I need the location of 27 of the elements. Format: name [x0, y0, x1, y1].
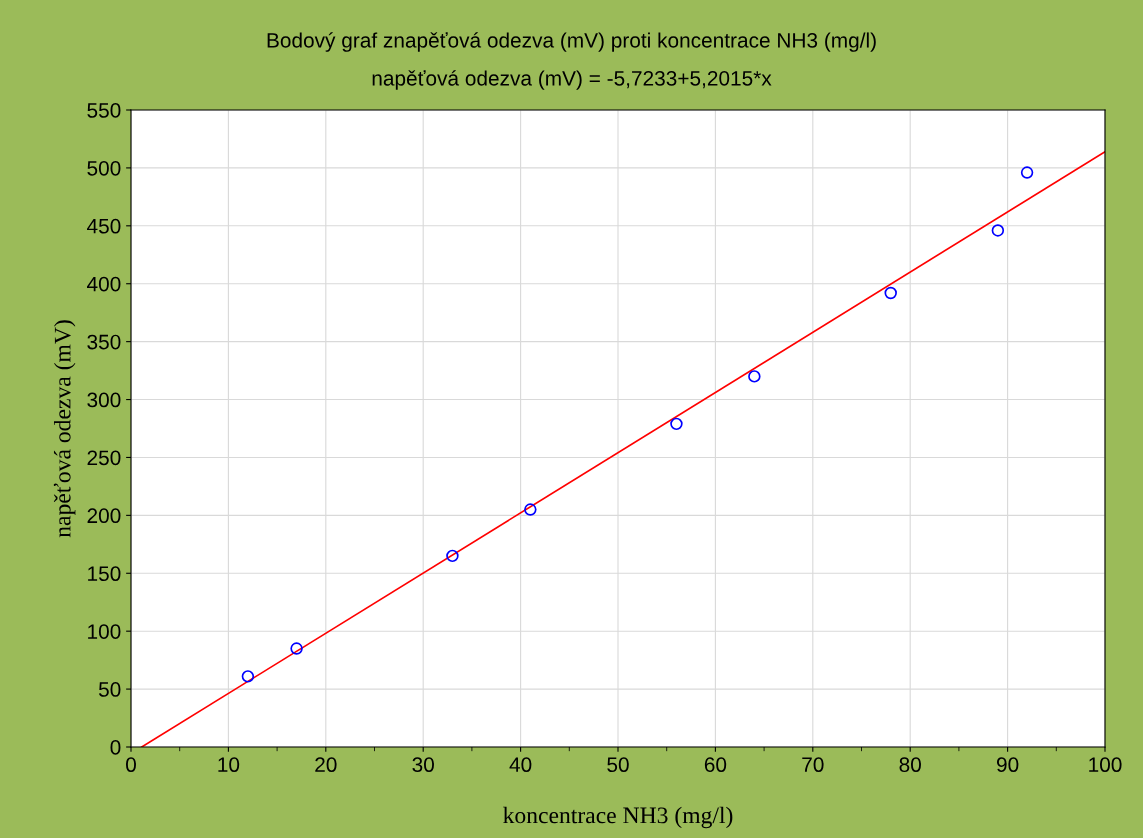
y-tick-label: 350 — [87, 334, 121, 350]
y-tick-label: 0 — [110, 740, 121, 755]
y-tick-label: 50 — [98, 682, 121, 697]
x-tick-label: 0 — [126, 757, 136, 773]
y-tick-label: 200 — [87, 508, 121, 524]
x-tick-label: 50 — [607, 757, 629, 773]
y-tick-label: 550 — [87, 103, 121, 118]
x-tick-label: 40 — [509, 757, 532, 773]
x-tick-label: 30 — [412, 757, 434, 773]
x-tick-label: 10 — [218, 757, 240, 773]
y-tick-label: 150 — [88, 566, 121, 582]
x-axis-title: koncentrace NH3 (mg/l) — [503, 806, 733, 829]
y-tick-label: 300 — [87, 392, 121, 408]
chart-subtitle: napěťová odezva (mV) = -5,7233+5,2015*x — [372, 70, 772, 90]
y-tick-label: 100 — [88, 624, 121, 639]
y-tick-label: 250 — [87, 450, 121, 466]
x-tick-label: 90 — [996, 757, 1019, 773]
y-tick-label: 500 — [87, 160, 121, 176]
x-tick-label: 80 — [899, 757, 921, 773]
chart-title: Bodový graf znapěťová odezva (mV) proti koncentrace NH3 (mg/l) — [267, 32, 876, 52]
y-tick-label: 400 — [87, 276, 121, 292]
y-tick-label: 450 — [87, 218, 121, 234]
x-tick-label: 20 — [315, 757, 337, 773]
x-tick-label: 60 — [704, 757, 727, 773]
y-axis-title: napěťová odezva (mV) — [53, 320, 76, 538]
x-tick-label: 100 — [1089, 757, 1122, 773]
x-tick-label: 70 — [802, 757, 824, 773]
